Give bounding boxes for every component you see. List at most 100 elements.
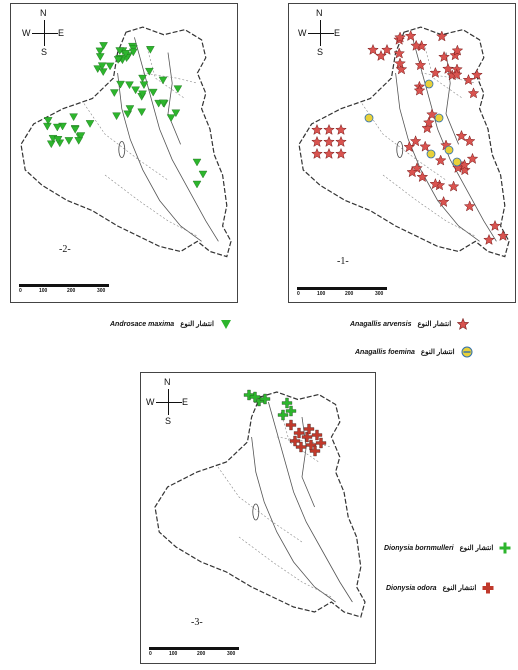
circle-marker (452, 157, 462, 167)
compass-w: W (22, 28, 31, 38)
triangle-marker (64, 137, 74, 145)
cross-marker (315, 437, 327, 449)
compass-e: E (58, 28, 65, 38)
triangle-marker (158, 99, 168, 108)
cross-marker (277, 409, 289, 421)
triangle-marker (145, 46, 155, 54)
star-marker (429, 177, 442, 190)
triangle-marker (74, 137, 84, 145)
star-marker (394, 57, 406, 69)
triangle-marker (70, 125, 80, 134)
star-marker (393, 47, 406, 59)
star-marker (497, 229, 509, 241)
compass-s: S (165, 416, 172, 426)
star-marker (463, 135, 476, 147)
star-marker (404, 29, 417, 42)
star-marker (463, 200, 476, 212)
compass-e: E (182, 397, 189, 407)
legend-anagallis-foemina: Anagallis foemina انتشار النوع (355, 346, 473, 358)
triangle-marker (128, 48, 138, 57)
map-panel-3: N W E S -3- 0 100 200 300 (140, 372, 376, 664)
legend-arabic: انتشار النوع (459, 545, 494, 552)
triangle-marker (137, 108, 147, 117)
circle-marker (444, 145, 454, 155)
cross-marker (285, 405, 297, 417)
compass-e: E (334, 28, 341, 38)
scale-tick: 0 (19, 288, 22, 294)
cross-marker (295, 441, 307, 453)
triangle-marker (69, 113, 78, 122)
star-marker (335, 147, 347, 159)
legend-dionysia-odora: Dionysia odora انتشار النوع (386, 582, 494, 594)
star-marker (419, 140, 432, 152)
star-marker (434, 154, 447, 166)
star-marker (323, 123, 335, 135)
triangle-marker (192, 180, 202, 189)
river-line (134, 37, 219, 242)
star-marker (335, 123, 347, 135)
star-marker (394, 31, 406, 43)
triangle-marker (43, 117, 53, 125)
triangle-marker (145, 67, 154, 76)
red-cross-marker-icon (482, 582, 494, 594)
compass-s: S (41, 47, 48, 57)
star-marker (467, 87, 480, 99)
map-panel-1: N W E S -1- 0 100 200 300 (288, 3, 516, 303)
scale-tick: 0 (297, 291, 300, 297)
triangle-marker (85, 120, 95, 128)
triangle-marker (97, 62, 107, 71)
star-marker (406, 166, 419, 178)
green-cross-marker-icon (499, 542, 511, 554)
country-border (20, 26, 232, 258)
compass-rose: N W E S (298, 8, 341, 57)
star-marker (335, 135, 347, 147)
triangle-marker (105, 62, 115, 71)
compass-w: W (298, 28, 307, 38)
star-marker (447, 180, 460, 192)
triangle-marker (171, 109, 181, 118)
scale-tick: 200 (197, 651, 206, 657)
legend-androsace: Androsace maxima انتشار النوع (110, 318, 232, 330)
scale-tick: 300 (375, 291, 384, 297)
triangle-marker (148, 88, 158, 97)
star-marker (416, 170, 429, 183)
star-marker-icon (457, 318, 470, 330)
province-boundary (361, 103, 447, 181)
star-marker (426, 108, 438, 120)
triangle-marker (131, 86, 140, 95)
scale-bar: 0 100 200 300 (149, 647, 239, 659)
legend-species: Dionysia odora (386, 584, 437, 592)
triangle-marker (53, 136, 63, 144)
lake-outline (252, 503, 260, 521)
circle-marker (426, 149, 436, 159)
star-marker (450, 68, 463, 80)
scale-tick: 100 (169, 651, 178, 657)
star-marker (381, 43, 393, 55)
compass-n: N (164, 377, 171, 387)
map-number-1: -1- (337, 256, 349, 267)
triangle-marker (109, 89, 119, 97)
scale-bar: 0 100 200 300 (297, 287, 387, 299)
scale-tick: 100 (317, 291, 326, 297)
scale-tick: 0 (149, 651, 152, 657)
triangle-marker (99, 42, 108, 50)
star-marker (466, 152, 479, 164)
province-boundary (382, 174, 476, 237)
triangle-marker (125, 81, 134, 90)
map-3-svg (154, 389, 366, 618)
circle-marker (434, 113, 444, 123)
map-1-svg (298, 26, 510, 258)
cross-marker (289, 435, 301, 447)
legend-species: Androsace maxima (110, 320, 175, 328)
province-boundary (217, 466, 303, 543)
star-marker (409, 135, 422, 147)
triangle-marker (115, 47, 125, 55)
triangle-marker (173, 85, 183, 94)
star-marker (422, 116, 435, 128)
scale-tick: 300 (97, 288, 106, 294)
star-marker (483, 233, 495, 245)
star-marker (489, 219, 501, 231)
star-marker (410, 39, 423, 51)
star-marker (442, 62, 454, 74)
river-line (251, 436, 336, 603)
